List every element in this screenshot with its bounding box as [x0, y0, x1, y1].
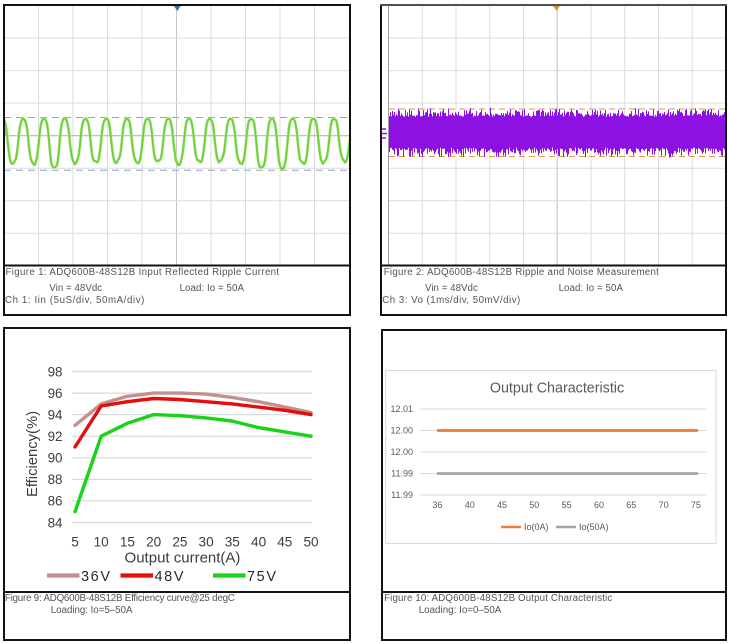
svg-text:36: 36	[432, 500, 442, 510]
svg-text:92: 92	[48, 429, 63, 444]
svg-text:86: 86	[48, 494, 63, 509]
svg-text:Output Characteristic: Output Characteristic	[490, 381, 624, 397]
svg-text:20: 20	[146, 535, 162, 550]
svg-text:35: 35	[225, 535, 240, 550]
svg-text:11.99: 11.99	[391, 469, 413, 479]
svg-text:40: 40	[251, 535, 267, 550]
svg-text:94: 94	[48, 407, 63, 422]
svg-text:48V: 48V	[155, 569, 186, 585]
svg-text:11.99: 11.99	[391, 490, 413, 500]
svg-text:40: 40	[465, 500, 475, 510]
svg-text:Efficiency(%): Efficiency(%)	[25, 411, 41, 497]
svg-text:50: 50	[303, 535, 319, 550]
svg-text:Io(50A): Io(50A)	[579, 522, 609, 532]
svg-text:90: 90	[48, 451, 63, 466]
svg-text:45: 45	[277, 535, 292, 550]
svg-text:Output current(A): Output current(A)	[125, 549, 241, 566]
svg-text:60: 60	[594, 500, 604, 510]
svg-text:50: 50	[529, 500, 539, 510]
svg-text:55: 55	[562, 500, 572, 510]
svg-text:Io(0A): Io(0A)	[524, 522, 549, 532]
svg-text:30: 30	[199, 535, 215, 550]
svg-text:70: 70	[659, 500, 669, 510]
svg-text:15: 15	[120, 535, 135, 550]
svg-text:75V: 75V	[247, 569, 278, 585]
svg-text:65: 65	[626, 500, 636, 510]
svg-text:12.01: 12.01	[390, 404, 413, 414]
svg-text:5: 5	[71, 535, 79, 550]
svg-text:25: 25	[172, 535, 187, 550]
svg-text:88: 88	[48, 472, 63, 487]
svg-text:45: 45	[497, 500, 507, 510]
svg-text:12.00: 12.00	[390, 426, 413, 436]
svg-text:84: 84	[48, 515, 63, 530]
svg-text:96: 96	[48, 386, 63, 401]
svg-text:10: 10	[94, 535, 110, 550]
svg-text:75: 75	[691, 500, 701, 510]
svg-text:98: 98	[48, 364, 63, 379]
svg-text:12.00: 12.00	[390, 447, 413, 457]
svg-text:36V: 36V	[81, 569, 112, 585]
